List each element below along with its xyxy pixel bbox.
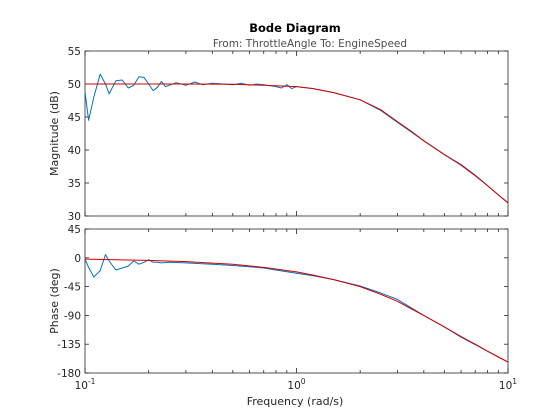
magnitude-y-ticks: 30 35 40 45 50 55 — [68, 46, 508, 223]
mag-model-line — [85, 83, 509, 204]
phase-axes-box — [84, 228, 509, 374]
y-tick-label: 55 — [68, 46, 81, 58]
magnitude-x-ticks — [84, 51, 509, 216]
y-tick-label: -45 — [64, 282, 81, 294]
y-tick-label: 40 — [68, 145, 81, 157]
magnitude-axes-box — [84, 50, 509, 217]
y-tick-label: 45 — [68, 224, 81, 236]
magnitude-panel: 30 35 40 45 50 55 Magnitude (dB) — [48, 46, 509, 223]
x-tick-label: 10-1 — [75, 377, 96, 392]
chart-title: Bode Diagram — [249, 21, 341, 35]
y-tick-label: 50 — [68, 79, 81, 91]
magnitude-y-axis-label: Magnitude (dB) — [48, 91, 61, 176]
phase-panel: 45 0 -45 -90 -135 -180 10-1 100 101 Phase (deg) — [48, 224, 517, 392]
y-tick-label: 35 — [68, 178, 81, 190]
y-tick-label: 0 — [74, 253, 81, 265]
chart-subtitle: From: ThrottleAngle To: EngineSpeed — [213, 38, 407, 50]
phase-x-ticks: 10-1 100 101 — [75, 229, 517, 392]
x-tick-label: 101 — [499, 377, 517, 392]
y-tick-label: -90 — [64, 310, 81, 322]
phase-model-line — [84, 258, 509, 363]
phase-lines — [84, 254, 509, 363]
x-tick-label: 100 — [287, 377, 305, 392]
magnitude-lines — [84, 73, 509, 204]
y-tick-label: 30 — [68, 211, 81, 223]
phase-y-axis-label: Phase (deg) — [48, 268, 61, 334]
x-axis-label: Frequency (rad/s) — [247, 395, 344, 408]
phase-measured-line — [84, 254, 509, 363]
y-tick-label: -180 — [57, 368, 81, 380]
phase-y-ticks: 45 0 -45 -90 -135 -180 — [57, 224, 508, 380]
y-tick-label: -135 — [57, 339, 81, 351]
y-tick-label: 45 — [68, 112, 81, 124]
